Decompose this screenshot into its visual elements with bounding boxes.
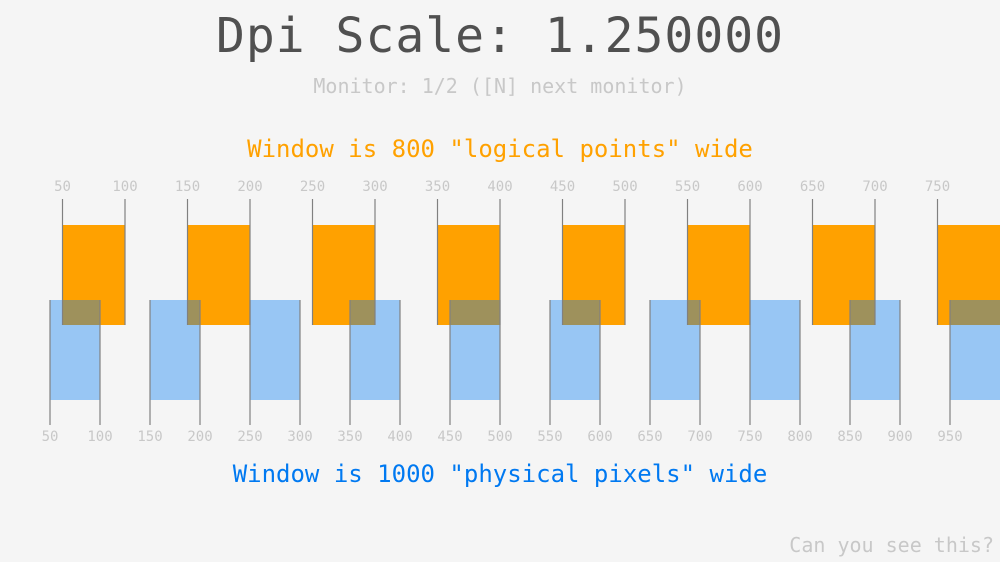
physical-tick-label: 100 [87, 429, 112, 445]
logical-tick-label: 500 [612, 179, 637, 195]
physical-tick-label: 700 [687, 429, 712, 445]
logical-tick-label: 700 [862, 179, 887, 195]
dpi-scale-title: Dpi Scale: 1.250000 [215, 8, 785, 64]
logical-tick-label: 200 [237, 179, 262, 195]
physical-width-label: Window is 1000 "physical pixels" wide [232, 460, 768, 488]
physical-square [750, 300, 800, 400]
logical-square [312, 225, 375, 325]
physical-tick-label: 550 [537, 429, 562, 445]
physical-tick-label: 750 [737, 429, 762, 445]
physical-tick-label: 150 [137, 429, 162, 445]
physical-tick-label: 450 [437, 429, 462, 445]
logical-square [687, 225, 750, 325]
logical-width-label: Window is 800 "logical points" wide [247, 135, 753, 163]
corner-hint-text: Can you see this? [789, 533, 994, 557]
logical-square [812, 225, 875, 325]
logical-tick-label: 300 [362, 179, 387, 195]
logical-tick-label: 150 [175, 179, 200, 195]
physical-square [450, 300, 500, 400]
physical-square [950, 300, 1000, 400]
physical-tick-label: 600 [587, 429, 612, 445]
physical-tick-label: 500 [487, 429, 512, 445]
logical-tick-label: 400 [487, 179, 512, 195]
logical-tick-label: 100 [112, 179, 137, 195]
physical-tick-label: 400 [387, 429, 412, 445]
physical-tick-label: 800 [787, 429, 812, 445]
physical-tick-label: 300 [287, 429, 312, 445]
physical-square [250, 300, 300, 400]
physical-square [550, 300, 600, 400]
physical-tick-label: 200 [187, 429, 212, 445]
logical-square [62, 225, 125, 325]
logical-square [187, 225, 250, 325]
monitor-info: Monitor: 1/2 ([N] next monitor) [313, 74, 687, 98]
physical-tick-label: 650 [637, 429, 662, 445]
physical-tick-label: 50 [42, 429, 59, 445]
logical-tick-label: 600 [737, 179, 762, 195]
physical-square [150, 300, 200, 400]
logical-tick-label: 50 [54, 179, 71, 195]
logical-square [562, 225, 625, 325]
logical-tick-label: 450 [550, 179, 575, 195]
logical-tick-label: 550 [675, 179, 700, 195]
logical-square [437, 225, 500, 325]
physical-tick-label: 850 [837, 429, 862, 445]
physical-tick-label: 900 [887, 429, 912, 445]
logical-tick-label: 650 [800, 179, 825, 195]
logical-tick-label: 750 [925, 179, 950, 195]
physical-tick-label: 350 [337, 429, 362, 445]
logical-tick-label: 350 [425, 179, 450, 195]
physical-tick-label: 250 [237, 429, 262, 445]
logical-tick-label: 250 [300, 179, 325, 195]
physical-square [650, 300, 700, 400]
physical-square [50, 300, 100, 400]
logical-square [937, 225, 1000, 325]
physical-tick-label: 950 [937, 429, 962, 445]
